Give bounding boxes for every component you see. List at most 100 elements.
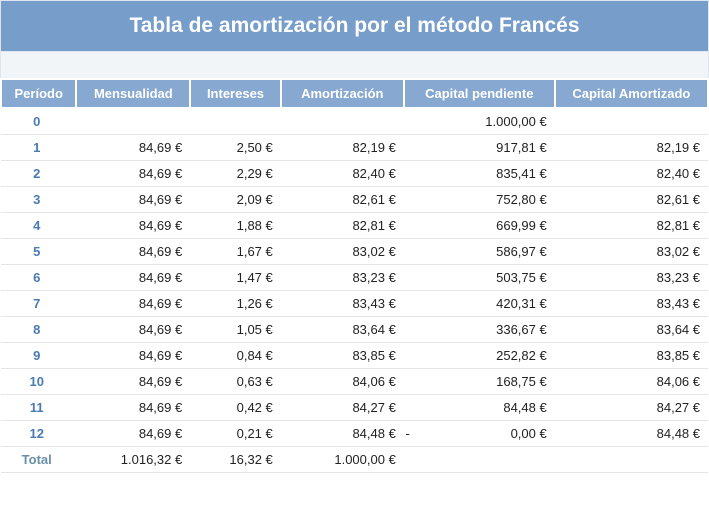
cell: 1.000,00 € [404, 108, 555, 135]
cell [555, 108, 708, 135]
cell: 84,69 € [76, 265, 190, 291]
cell: 84,48 € [404, 395, 555, 421]
cell: 84,69 € [76, 187, 190, 213]
spacer [0, 52, 709, 78]
cell [404, 447, 555, 473]
header-row: Período Mensualidad Intereses Amortizaci… [1, 79, 708, 108]
cell: 82,81 € [281, 213, 404, 239]
table-row: 984,69 €0,84 €83,85 €252,82 €83,85 € [1, 343, 708, 369]
col-mensualidad: Mensualidad [76, 79, 190, 108]
cell: 12 [1, 421, 76, 447]
cell: 84,69 € [76, 291, 190, 317]
cell: 83,85 € [281, 343, 404, 369]
cell: 7 [1, 291, 76, 317]
table-row: 584,69 €1,67 €83,02 €586,97 €83,02 € [1, 239, 708, 265]
table-row: 384,69 €2,09 €82,61 €752,80 €82,61 € [1, 187, 708, 213]
cell: 3 [1, 187, 76, 213]
cell [76, 108, 190, 135]
cell: 1.000,00 € [281, 447, 404, 473]
cell: 83,02 € [281, 239, 404, 265]
cell: 82,40 € [555, 161, 708, 187]
amortization-table: Período Mensualidad Intereses Amortizaci… [0, 78, 709, 473]
cell: 82,19 € [281, 135, 404, 161]
cell: 84,69 € [76, 239, 190, 265]
table-row: 1184,69 €0,42 €84,27 €84,48 €84,27 € [1, 395, 708, 421]
cell: 83,85 € [555, 343, 708, 369]
cell: 82,19 € [555, 135, 708, 161]
cell [190, 108, 281, 135]
total-row: Total1.016,32 €16,32 €1.000,00 € [1, 447, 708, 473]
cell: 586,97 € [404, 239, 555, 265]
table-body: 01.000,00 €184,69 €2,50 €82,19 €917,81 €… [1, 108, 708, 473]
table-row: 884,69 €1,05 €83,64 €336,67 €83,64 € [1, 317, 708, 343]
cell: 1 [1, 135, 76, 161]
cell: 84,48 € [555, 421, 708, 447]
table-row: 684,69 €1,47 €83,23 €503,75 €83,23 € [1, 265, 708, 291]
cell: 83,23 € [281, 265, 404, 291]
cell: 0,42 € [190, 395, 281, 421]
cell: 84,69 € [76, 161, 190, 187]
cell: 83,23 € [555, 265, 708, 291]
table-row: 484,69 €1,88 €82,81 €669,99 €82,81 € [1, 213, 708, 239]
cell: 84,06 € [281, 369, 404, 395]
cell: 83,43 € [555, 291, 708, 317]
cell: 82,40 € [281, 161, 404, 187]
table-row: 784,69 €1,26 €83,43 €420,31 €83,43 € [1, 291, 708, 317]
cell: 752,80 € [404, 187, 555, 213]
cell: 82,61 € [281, 187, 404, 213]
cell: 82,81 € [555, 213, 708, 239]
cell: 0 [1, 108, 76, 135]
cell: 2 [1, 161, 76, 187]
cell: 16,32 € [190, 447, 281, 473]
cell: 252,82 € [404, 343, 555, 369]
cell: 84,69 € [76, 135, 190, 161]
cell: 0,00 € [404, 421, 555, 447]
cell: 83,64 € [281, 317, 404, 343]
cell: 1.016,32 € [76, 447, 190, 473]
cell: 2,29 € [190, 161, 281, 187]
cell: 84,48 € [281, 421, 404, 447]
cell: 917,81 € [404, 135, 555, 161]
cell: 1,88 € [190, 213, 281, 239]
cell: 84,27 € [281, 395, 404, 421]
table-row: 1084,69 €0,63 €84,06 €168,75 €84,06 € [1, 369, 708, 395]
cell: 1,05 € [190, 317, 281, 343]
cell: 84,06 € [555, 369, 708, 395]
cell: Total [1, 447, 76, 473]
col-periodo: Período [1, 79, 76, 108]
cell: 2,09 € [190, 187, 281, 213]
cell: 83,64 € [555, 317, 708, 343]
cell: 5 [1, 239, 76, 265]
cell: 9 [1, 343, 76, 369]
cell [555, 447, 708, 473]
cell: 83,43 € [281, 291, 404, 317]
cell: 1,47 € [190, 265, 281, 291]
col-intereses: Intereses [190, 79, 281, 108]
cell: 8 [1, 317, 76, 343]
page-title: Tabla de amortización por el método Fran… [0, 0, 709, 52]
cell: 1,67 € [190, 239, 281, 265]
table-row: 1284,69 €0,21 €84,48 €0,00 €84,48 € [1, 421, 708, 447]
cell: 84,27 € [555, 395, 708, 421]
cell: 84,69 € [76, 395, 190, 421]
table-row: 284,69 €2,29 €82,40 €835,41 €82,40 € [1, 161, 708, 187]
cell: 84,69 € [76, 213, 190, 239]
cell: 0,21 € [190, 421, 281, 447]
cell: 835,41 € [404, 161, 555, 187]
cell: 84,69 € [76, 343, 190, 369]
cell: 669,99 € [404, 213, 555, 239]
cell: 84,69 € [76, 317, 190, 343]
cell: 503,75 € [404, 265, 555, 291]
cell: 168,75 € [404, 369, 555, 395]
cell [281, 108, 404, 135]
col-amortizado: Capital Amortizado [555, 79, 708, 108]
table-row: 184,69 €2,50 €82,19 €917,81 €82,19 € [1, 135, 708, 161]
cell: 84,69 € [76, 421, 190, 447]
col-amortizacion: Amortización [281, 79, 404, 108]
cell: 84,69 € [76, 369, 190, 395]
cell: 2,50 € [190, 135, 281, 161]
cell: 0,63 € [190, 369, 281, 395]
cell: 6 [1, 265, 76, 291]
cell: 4 [1, 213, 76, 239]
cell: 10 [1, 369, 76, 395]
